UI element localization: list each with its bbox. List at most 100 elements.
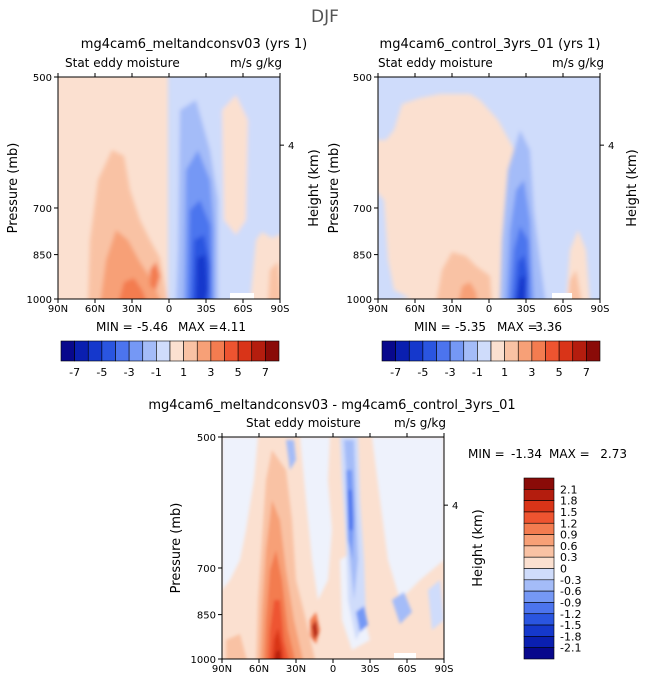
colorbar-1-swatch (87, 340, 103, 362)
panel-3-min-value: -1.34 (511, 447, 542, 461)
colorbar-1-swatch (224, 340, 239, 362)
panel-2: mg4cam6_control_3yrs_01 (yrs 1) Stat edd… (327, 37, 640, 379)
colorbar-1-swatch (196, 340, 212, 362)
p3-contour-zero-1 (222, 437, 258, 590)
panel-2-ytick-label: 850 (353, 251, 372, 262)
colorbar-1-label: -7 (69, 366, 80, 379)
colorbar-1-swatch (101, 340, 116, 362)
panel-1: mg4cam6_meltandconsv03 (yrs 1) Stat eddy… (6, 37, 322, 379)
panel-3-ylabel: Pressure (mb) (169, 503, 184, 594)
colorbar-2: -7 -5 -3 -1 1 3 5 7 (381, 340, 601, 379)
panel-1-axes: 90N 60N 30N 0 30S 60S 90S 500 700 850 1000 4 (27, 73, 294, 315)
figure-title: DJF (311, 7, 339, 27)
colorbar-1-label: 7 (262, 366, 269, 379)
colorbar-2-swatch (558, 340, 574, 362)
panel-3-xtick-label: 90N (212, 664, 232, 675)
colorbar-1-swatch (115, 340, 130, 362)
colorbar-diff-label: 0 (560, 563, 567, 576)
colorbar-diff-swatch (523, 489, 555, 501)
colorbar-2-swatch (531, 340, 546, 362)
panel-3-variable: Stat eddy moisture (246, 416, 361, 430)
colorbar-diff-swatch (523, 534, 555, 547)
colorbar-diff-swatch (523, 613, 555, 626)
colorbar-2-label: -7 (390, 366, 401, 379)
p3-contour-neg-7 (428, 580, 444, 630)
colorbar-2-swatch (449, 340, 465, 362)
panel-1-xtick-label: 60N (85, 304, 105, 315)
p1-contour-pos-right (268, 262, 280, 299)
panel-1-ytick-label: 850 (33, 251, 52, 262)
panel-2-min-label: MIN = (414, 320, 451, 334)
colorbar-diff-swatch (523, 511, 555, 524)
colorbar-diff-swatch (523, 602, 555, 615)
panel-1-xtick-label: 90S (270, 304, 289, 315)
colorbar-diff-swatch (523, 522, 555, 535)
colorbar-diff-label: 0.6 (560, 540, 578, 553)
colorbar-diff-label: -2.1 (560, 642, 581, 655)
panel-3-min-label: MIN = (468, 447, 505, 461)
panel-1-ylabel-right: Height (km) (307, 149, 322, 226)
p1-contour-pos-4 (119, 278, 146, 299)
colorbar-diff-label: -0.6 (560, 585, 581, 598)
colorbar-diff-label: -0.3 (560, 574, 581, 587)
panel-3-max-label: MAX = (549, 447, 590, 461)
panel-3-axes: 90N 60N 30N 0 30S 60S 90S 500 700 850 1000 4 (191, 433, 458, 675)
colorbar-2-label: -3 (445, 366, 456, 379)
panel-2-axes: 90N 60N 30N 0 30S 60S 90S 500 700 850 1000 4 (347, 73, 614, 315)
panel-2-field (378, 77, 600, 299)
p3-contour-pos-spot-3 (226, 634, 247, 659)
panel-1-min-label: MIN = (96, 320, 133, 334)
panel-2-title: mg4cam6_control_3yrs_01 (yrs 1) (380, 37, 601, 52)
colorbar-2-swatch (422, 340, 437, 362)
panel-2-ytick-label: 500 (353, 73, 372, 84)
p2-contour-pos-3 (459, 282, 478, 299)
colorbar-1-swatch (183, 340, 198, 362)
panel-3-title: mg4cam6_meltandconsv03 - mg4cam6_control… (148, 398, 515, 413)
panel-3-xtick-label: 60N (249, 664, 269, 675)
panel-1-ytick-label: 500 (33, 73, 52, 84)
colorbar-1-swatch (156, 340, 171, 362)
p2-contour-pos-2 (436, 252, 492, 299)
panel-1-xtick-label: 30N (122, 304, 142, 315)
p1-contour-neg-6 (196, 255, 208, 299)
colorbar-2-swatch (572, 340, 587, 362)
panel-2-ytick-label: 700 (353, 204, 372, 215)
panel-1-xtick-label: 0 (166, 304, 172, 315)
colorbar-diff-swatch (523, 579, 555, 592)
panel-3-ytick-label: 500 (197, 433, 216, 444)
colorbar-2-label: 3 (528, 366, 535, 379)
colorbar-1-label: 1 (180, 366, 187, 379)
p1-contour-pos-light (222, 95, 248, 235)
panel-2-min-value: -5.35 (455, 320, 486, 334)
panel-2-xtick-label: 90N (368, 304, 388, 315)
panel-1-xtick-label: 30S (196, 304, 215, 315)
panel-1-ytick-label: 700 (33, 204, 52, 215)
panel-3-ytick-label: 850 (197, 611, 216, 622)
colorbar-1-swatch (265, 340, 280, 362)
colorbar-2-swatch (490, 340, 505, 362)
colorbar-2-swatch (395, 340, 410, 362)
colorbar-diff-label: -1.8 (560, 630, 581, 643)
colorbar-diff-label: 2.1 (560, 483, 578, 496)
panel-3-xtick-label: 90S (434, 664, 453, 675)
p3-contour-neg-8 (286, 440, 296, 470)
panel-3-ytick-label: 1000 (191, 655, 216, 666)
p3-contour-pos-spot-2 (312, 620, 318, 640)
colorbar-diff-label: 0.9 (560, 529, 578, 542)
panel-2-max-label: MAX = (497, 320, 538, 334)
colorbar-diff-label: 0.3 (560, 551, 578, 564)
p3-contour-zero-3 (372, 437, 444, 600)
panel-1-min-value: -5.46 (137, 320, 168, 334)
colorbar-1-label: -5 (96, 366, 107, 379)
colorbar-diff-swatch (523, 568, 555, 581)
panel-3-field (222, 437, 444, 659)
panel-1-max-value: 4.11 (219, 320, 246, 334)
colorbar-diff-label: -1.2 (560, 608, 581, 621)
panel-2-xtick-label: 30S (516, 304, 535, 315)
panel-2-xtick-label: 30N (442, 304, 462, 315)
p3-contour-neg-4 (348, 490, 353, 530)
colorbar-diff-swatch (523, 636, 555, 648)
panel-3-xtick-label: 30N (286, 664, 306, 675)
p3-contour-pos-6 (274, 650, 281, 659)
